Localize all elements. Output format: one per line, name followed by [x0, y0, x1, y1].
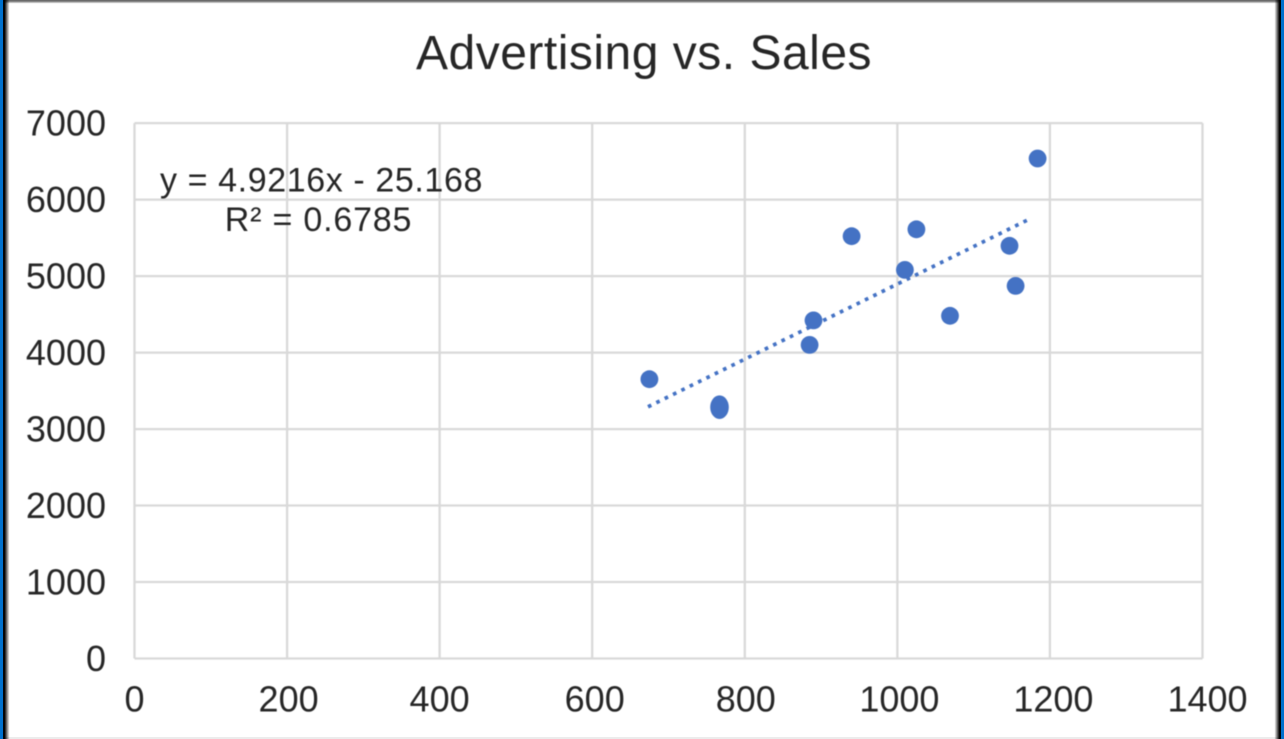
svg-text:1000: 1000 — [859, 679, 939, 720]
svg-text:1200: 1200 — [1013, 679, 1093, 720]
svg-text:R² = 0.6785: R² = 0.6785 — [225, 201, 412, 239]
svg-text:2000: 2000 — [26, 485, 106, 526]
svg-text:3000: 3000 — [26, 409, 106, 450]
svg-text:Advertising vs. Sales: Advertising vs. Sales — [416, 27, 872, 80]
svg-text:0: 0 — [86, 638, 106, 679]
svg-text:7000: 7000 — [26, 103, 106, 144]
svg-text:5000: 5000 — [26, 256, 106, 297]
svg-text:0: 0 — [124, 679, 144, 720]
svg-text:800: 800 — [716, 679, 776, 720]
svg-text:1400: 1400 — [1167, 679, 1247, 720]
svg-text:1000: 1000 — [26, 562, 106, 603]
svg-text:600: 600 — [565, 679, 625, 720]
svg-text:200: 200 — [259, 679, 319, 720]
svg-text:6000: 6000 — [26, 179, 106, 220]
svg-text:y = 4.9216x - 25.168: y = 4.9216x - 25.168 — [160, 162, 483, 200]
svg-text:400: 400 — [410, 679, 470, 720]
svg-text:4000: 4000 — [26, 332, 106, 373]
